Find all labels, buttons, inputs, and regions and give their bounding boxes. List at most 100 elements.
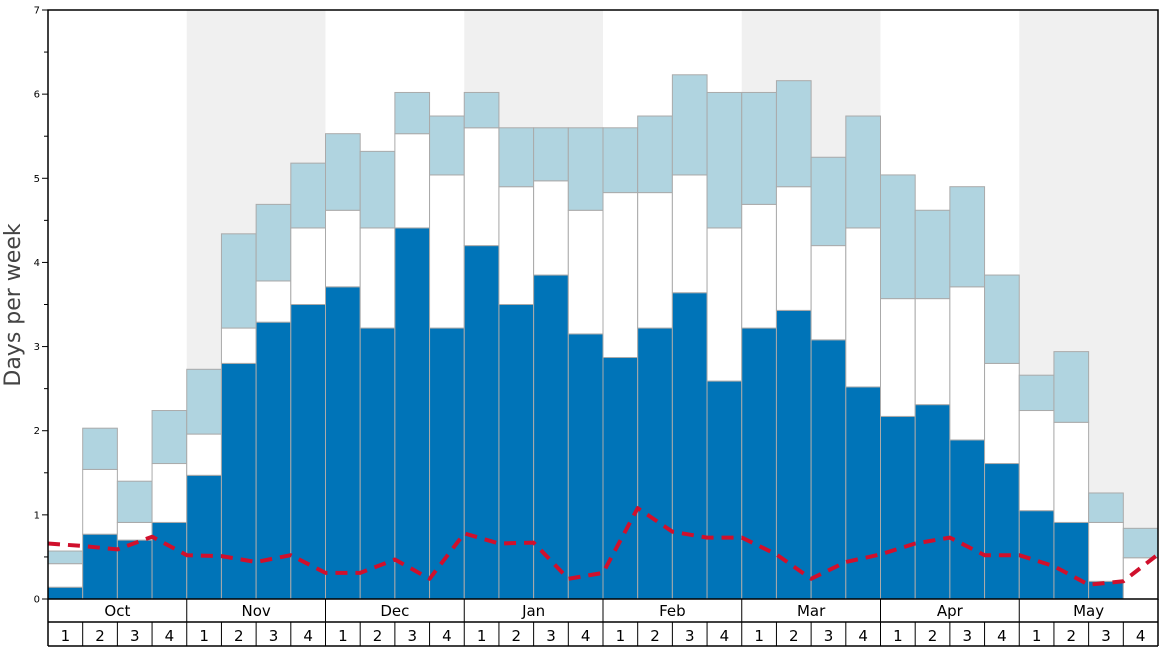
bar-segment-dark — [116, 539, 153, 600]
month-label: May — [1073, 602, 1104, 620]
bar-segment-light — [429, 115, 465, 176]
week-label: 4 — [997, 627, 1007, 645]
bar-segment-light — [775, 80, 812, 188]
month-label: Mar — [797, 602, 826, 620]
bar-segment-dark — [741, 327, 777, 600]
bar-segment-middle — [984, 362, 1020, 465]
week-label: 2 — [789, 627, 799, 645]
bar-segment-light — [533, 127, 569, 182]
bar-segment-middle — [255, 280, 292, 323]
week-label: 4 — [581, 627, 591, 645]
y-tick-label: 1 — [34, 510, 40, 521]
bar-segment-middle — [637, 192, 673, 329]
bar-segment-light — [325, 133, 361, 211]
bar-segment-light — [1122, 527, 1159, 559]
bar-segment-light — [498, 127, 535, 188]
bar-segment-dark — [1053, 521, 1090, 600]
week-label: 4 — [442, 627, 452, 645]
bar-segment-dark — [220, 362, 257, 600]
bar-segment-middle — [741, 203, 777, 329]
week-label: 2 — [373, 627, 383, 645]
y-axis-label: Days per week — [1, 223, 26, 386]
bar-segment-light — [810, 156, 847, 247]
bar-segment-dark — [463, 245, 500, 600]
week-label: 2 — [95, 627, 105, 645]
y-tick-label: 5 — [34, 174, 40, 185]
week-label: 1 — [61, 627, 71, 645]
y-tick-label: 6 — [34, 90, 40, 101]
month-label: Nov — [241, 602, 270, 620]
bar-segment-dark — [325, 286, 361, 600]
bar-segment-middle — [47, 563, 84, 588]
y-tick-label: 2 — [34, 426, 40, 437]
bar-segment-dark — [394, 227, 431, 600]
bar-segment-light — [186, 368, 222, 435]
bar-segment-dark — [498, 304, 535, 600]
week-label: 4 — [858, 627, 868, 645]
month-label: Feb — [659, 602, 686, 620]
week-label: 2 — [928, 627, 938, 645]
week-label: 1 — [199, 627, 209, 645]
week-label: 2 — [512, 627, 522, 645]
bar-segment-light — [845, 115, 881, 229]
bar-segment-dark — [984, 463, 1020, 600]
bar-segment-light — [880, 174, 916, 300]
bar-segment-dark — [533, 274, 569, 600]
bar-segment-middle — [1088, 521, 1124, 582]
bar-segment-light — [914, 209, 951, 300]
bar-segment-dark — [914, 404, 951, 600]
bar-segment-light — [671, 74, 708, 176]
bar-segment-light — [82, 427, 118, 470]
bar-segment-middle — [463, 127, 500, 247]
bar-segment-middle — [429, 174, 465, 329]
bar-segment-middle — [810, 245, 847, 341]
week-label: 3 — [685, 627, 695, 645]
week-label: 4 — [165, 627, 175, 645]
month-label: Oct — [104, 602, 130, 620]
y-tick-label: 7 — [34, 6, 40, 17]
bar-segment-light — [1053, 351, 1090, 423]
bar-segment-middle — [186, 433, 222, 476]
bar-segment-dark — [706, 380, 743, 600]
month-label: Jan — [521, 602, 545, 620]
week-label: 1 — [477, 627, 487, 645]
week-label: 3 — [546, 627, 556, 645]
bar-segment-light — [637, 115, 673, 194]
bar-segment-middle — [845, 227, 881, 388]
week-label: 1 — [754, 627, 764, 645]
week-label: 1 — [1032, 627, 1042, 645]
bar-segment-middle — [394, 133, 431, 229]
bar-segment-dark — [880, 415, 916, 600]
week-label: 4 — [303, 627, 313, 645]
y-tick-label: 4 — [34, 258, 40, 269]
bar-segment-middle — [1122, 557, 1159, 600]
bar-segment-dark — [671, 292, 708, 600]
bar-segment-middle — [498, 186, 535, 305]
bar-segment-middle — [671, 174, 708, 294]
bar-segment-light — [463, 91, 500, 129]
bar-segment-middle — [290, 227, 326, 305]
week-label: 1 — [338, 627, 348, 645]
bar-segment-dark — [151, 521, 188, 600]
bar-segment-light — [949, 186, 986, 288]
bar-segment-dark — [775, 309, 812, 600]
bar-segment-light — [1088, 492, 1124, 523]
week-label: 2 — [650, 627, 660, 645]
bar-segment-middle — [775, 186, 812, 311]
bar-segment-light — [602, 127, 639, 194]
week-label: 3 — [1101, 627, 1111, 645]
bar-segment-dark — [47, 586, 84, 600]
bar-segment-light — [116, 480, 153, 523]
bar-segment-dark — [567, 333, 604, 600]
bar-segment-light — [290, 162, 326, 229]
week-label: 2 — [234, 627, 244, 645]
bar-segment-dark — [845, 386, 881, 600]
bar-segment-dark — [290, 304, 326, 600]
bar-segment-middle — [949, 286, 986, 441]
bar-segment-light — [984, 274, 1020, 364]
week-label: 3 — [130, 627, 140, 645]
bar-segment-middle — [1018, 410, 1055, 512]
week-label: 4 — [1136, 627, 1146, 645]
bar-segment-light — [47, 550, 84, 565]
